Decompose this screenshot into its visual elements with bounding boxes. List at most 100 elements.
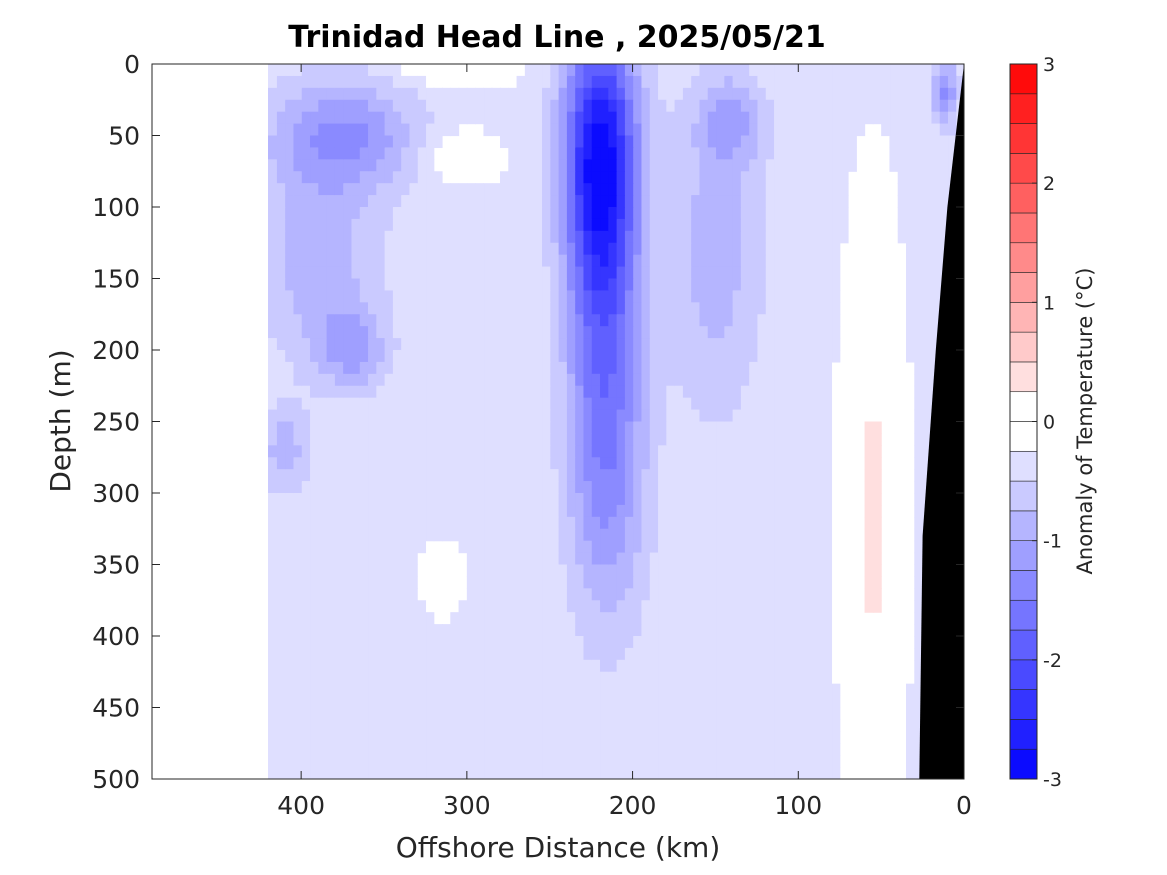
anomaly-cell	[707, 111, 717, 125]
anomaly-cell	[574, 600, 584, 613]
anomaly-cell	[624, 326, 634, 339]
anomaly-cell	[326, 647, 335, 661]
anomaly-cell	[392, 504, 402, 518]
anomaly-cell	[508, 385, 518, 399]
anomaly-cell	[831, 147, 841, 160]
anomaly-cell	[632, 767, 642, 779]
anomaly-cell	[798, 588, 808, 601]
anomaly-cell	[781, 159, 791, 172]
anomaly-cell	[649, 755, 659, 768]
anomaly-cell	[442, 719, 451, 732]
anomaly-cell	[508, 159, 518, 172]
anomaly-cell	[326, 683, 335, 697]
anomaly-cell	[624, 671, 634, 685]
anomaly-cell	[715, 445, 725, 458]
anomaly-cell	[292, 731, 302, 744]
anomaly-cell	[616, 421, 625, 435]
anomaly-cell	[475, 254, 485, 268]
anomaly-cell	[334, 552, 344, 566]
anomaly-cell	[367, 159, 377, 172]
anomaly-cell	[773, 147, 783, 160]
anomaly-cell	[533, 540, 543, 554]
anomaly-cell	[715, 493, 725, 506]
anomaly-cell	[292, 207, 302, 220]
anomaly-cell	[798, 99, 808, 113]
anomaly-cell	[417, 624, 427, 637]
anomaly-cell	[392, 671, 402, 685]
anomaly-cell	[384, 552, 393, 566]
anomaly-cell	[566, 230, 576, 244]
anomaly-cell	[309, 767, 319, 779]
anomaly-cell	[400, 242, 410, 256]
anomaly-cell	[549, 504, 559, 518]
anomaly-cell	[649, 338, 659, 351]
anomaly-cell	[301, 719, 311, 732]
anomaly-cell	[541, 64, 551, 77]
anomaly-cell	[640, 421, 650, 435]
anomaly-cell	[872, 421, 882, 435]
anomaly-cell	[276, 647, 286, 661]
anomaly-cell	[491, 493, 501, 506]
anomaly-cell	[475, 278, 485, 292]
anomaly-cell	[334, 481, 344, 494]
anomaly-cell	[756, 540, 766, 554]
anomaly-cell	[524, 481, 534, 494]
anomaly-cell	[284, 731, 294, 744]
anomaly-cell	[930, 266, 940, 280]
anomaly-cell	[756, 278, 766, 292]
anomaly-cell	[640, 540, 650, 554]
anomaly-cell	[640, 159, 650, 172]
anomaly-cell	[392, 361, 402, 375]
anomaly-cell	[715, 314, 725, 327]
anomaly-cell	[632, 683, 642, 697]
anomaly-cell	[309, 600, 319, 613]
anomaly-cell	[334, 302, 344, 315]
anomaly-cell	[831, 350, 841, 363]
anomaly-cell	[707, 767, 717, 779]
anomaly-cell	[367, 504, 377, 518]
anomaly-cell	[930, 111, 940, 125]
anomaly-cell	[765, 588, 775, 601]
anomaly-cell	[491, 218, 501, 232]
anomaly-cell	[947, 99, 957, 113]
anomaly-cell	[856, 75, 866, 89]
anomaly-cell	[317, 707, 327, 721]
anomaly-cell	[533, 207, 543, 220]
anomaly-cell	[483, 445, 493, 458]
anomaly-cell	[367, 75, 377, 89]
anomaly-cell	[558, 588, 567, 601]
anomaly-cell	[906, 254, 915, 268]
anomaly-cell	[334, 755, 344, 768]
anomaly-cell	[334, 576, 344, 589]
anomaly-cell	[640, 373, 650, 387]
anomaly-cell	[897, 99, 907, 113]
anomaly-cell	[500, 469, 509, 482]
anomaly-cell	[748, 457, 758, 470]
anomaly-cell	[748, 290, 758, 303]
anomaly-cell	[607, 290, 617, 303]
anomaly-cell	[740, 421, 750, 435]
anomaly-cell	[574, 433, 584, 446]
anomaly-cell	[317, 612, 327, 625]
anomaly-cell	[798, 266, 808, 280]
anomaly-cell	[624, 624, 634, 637]
anomaly-cell	[408, 707, 418, 721]
anomaly-cell	[392, 457, 402, 470]
anomaly-cell	[599, 218, 609, 232]
anomaly-cell	[906, 123, 915, 137]
anomaly-cell	[657, 385, 667, 399]
anomaly-cell	[392, 290, 402, 303]
anomaly-cell	[798, 564, 808, 578]
anomaly-cell	[533, 445, 543, 458]
anomaly-cell	[914, 767, 924, 779]
anomaly-cell	[674, 159, 683, 172]
anomaly-cell	[466, 218, 476, 232]
anomaly-cell	[359, 767, 369, 779]
anomaly-cell	[350, 743, 360, 756]
anomaly-cell	[715, 230, 725, 244]
anomaly-cell	[350, 350, 360, 363]
anomaly-cell	[408, 481, 418, 494]
anomaly-cell	[806, 314, 816, 327]
anomaly-cell	[425, 397, 435, 411]
anomaly-cell	[524, 338, 534, 351]
